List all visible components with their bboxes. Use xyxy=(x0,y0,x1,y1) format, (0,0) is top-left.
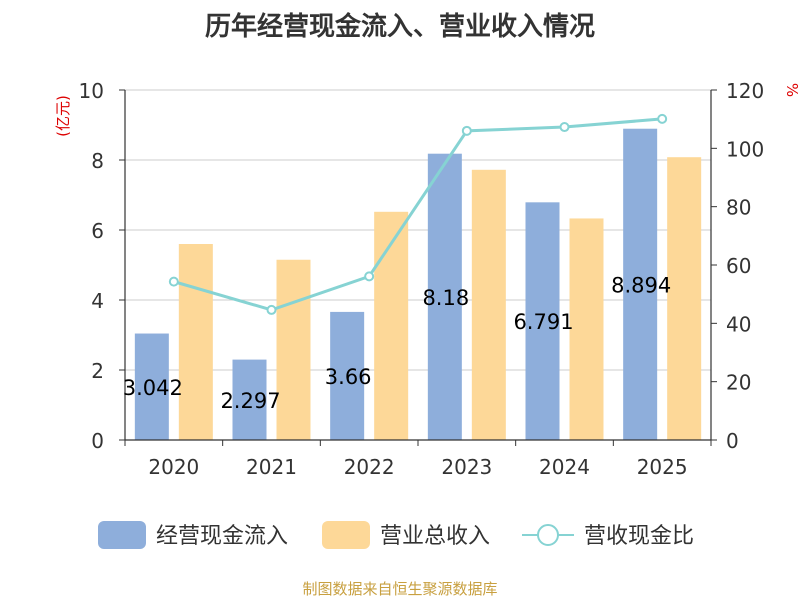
line-point xyxy=(266,304,277,315)
legend-marker xyxy=(537,524,559,546)
data-labels: 3.042 2.297 3.66 8.18 6.791 8.894 xyxy=(123,273,671,412)
right-axis-tick-label: 120 xyxy=(726,79,764,103)
legend-label: 营收现金比 xyxy=(584,524,694,549)
x-axis-tick-label: 2020 xyxy=(148,455,199,479)
right-axis-title: % xyxy=(783,83,800,97)
line-series-path xyxy=(173,117,663,312)
line-point xyxy=(168,276,179,287)
right-axis-tick-label: 60 xyxy=(726,254,751,278)
right-axis-tick-label: 80 xyxy=(726,196,751,220)
left-axis-title: (亿元) xyxy=(54,95,72,137)
x-axis-tick-label: 2024 xyxy=(539,455,590,479)
left-axis-tick-label: 8 xyxy=(91,149,104,173)
bar-revenue xyxy=(471,169,506,441)
data-label: 8.894 xyxy=(611,273,671,297)
grid-lines xyxy=(125,89,711,371)
bar-revenue xyxy=(667,157,702,440)
bar-cash-inflow xyxy=(330,311,365,440)
source-note: 制图数据来自恒生聚源数据库 xyxy=(302,580,498,598)
bar-revenue xyxy=(569,218,604,440)
data-label: 3.042 xyxy=(123,376,183,400)
data-label: 6.791 xyxy=(513,310,573,334)
x-axis-tick-label: 2023 xyxy=(441,455,492,479)
bar-revenue xyxy=(276,259,311,440)
bar-cash-inflow xyxy=(525,202,560,440)
left-axis-tick-label: 4 xyxy=(91,289,104,313)
left-axis-tick-label: 6 xyxy=(91,219,104,243)
line-series xyxy=(168,113,668,315)
chart-title: 历年经营现金流入、营业收入情况 xyxy=(204,12,595,42)
data-label: 8.18 xyxy=(422,286,469,310)
legend-label: 经营现金流入 xyxy=(156,524,288,549)
left-axis-tick-label: 0 xyxy=(91,429,104,453)
line-point xyxy=(657,113,668,124)
x-axis-tick-label: 2025 xyxy=(637,455,688,479)
legend-swatch xyxy=(322,521,370,549)
data-label: 3.66 xyxy=(325,365,372,389)
right-axis-tick-label: 20 xyxy=(726,371,751,395)
right-axis-tick-label: 40 xyxy=(726,312,751,336)
left-axis-tick-label: 10 xyxy=(79,79,104,103)
x-axis-tick-label: 2022 xyxy=(344,455,395,479)
bar-cash-inflow xyxy=(623,128,658,440)
bar-cash-inflow xyxy=(232,359,267,440)
bar-revenue xyxy=(178,244,213,440)
bar-cash-inflow xyxy=(427,153,462,440)
legend-swatch xyxy=(98,521,146,549)
bar-marks xyxy=(134,128,702,441)
x-axis-tick-label: 2021 xyxy=(246,455,297,479)
line-point xyxy=(461,125,472,136)
right-axis-tick-label: 0 xyxy=(726,429,739,453)
data-label: 2.297 xyxy=(220,389,280,413)
bar-revenue xyxy=(374,211,409,440)
left-axis-tick-label: 2 xyxy=(91,359,104,383)
bar-cash-inflow xyxy=(134,333,169,440)
line-point xyxy=(559,122,570,133)
legend-label: 营业总收入 xyxy=(380,524,490,549)
line-point xyxy=(364,271,375,282)
right-axis-tick-label: 100 xyxy=(726,137,764,161)
legend: 经营现金流入 营业总收入 营收现金比 xyxy=(98,521,694,549)
